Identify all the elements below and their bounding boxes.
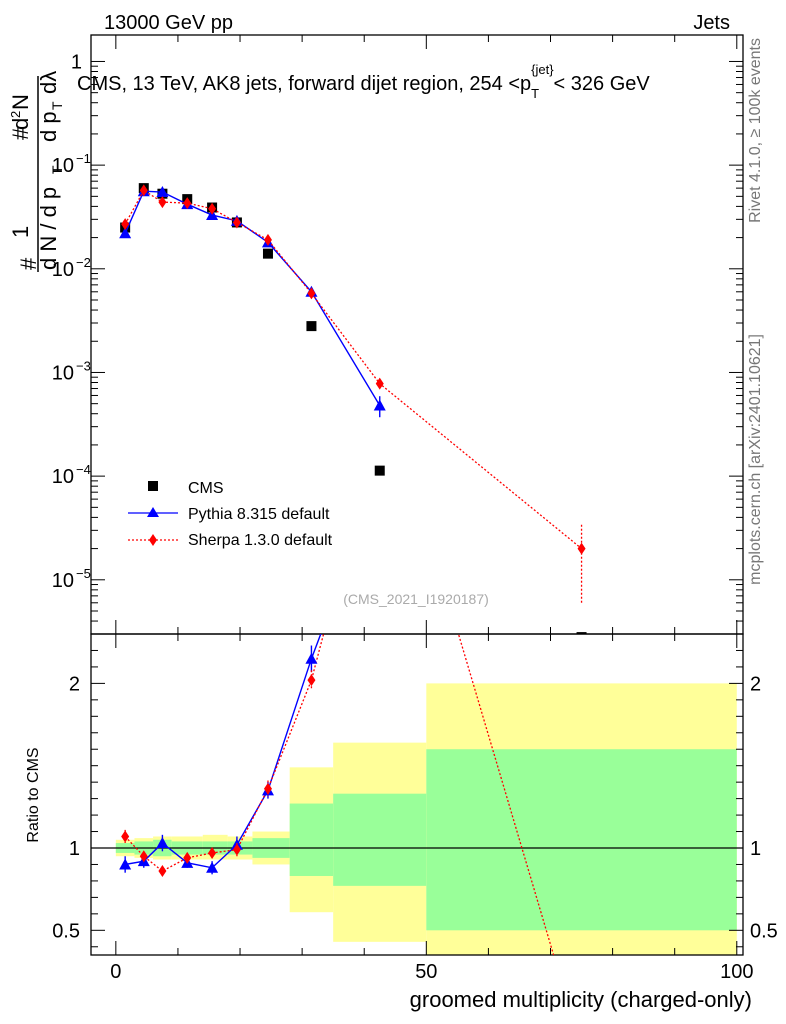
y-title-one: 1 [8, 226, 33, 238]
sherpa-ratio-point [263, 782, 272, 795]
pythia-ratio-point [206, 861, 219, 873]
cms-point [306, 321, 317, 332]
y-title-t2: T [49, 101, 65, 110]
legend-marker-pythia [147, 507, 159, 517]
plot-title-main: CMS, 13 TeV, AK8 jets, forward dijet reg… [77, 73, 531, 95]
x-tick-label: 50 [415, 961, 437, 983]
y-tick-label-main: 10 [52, 466, 74, 488]
sherpa-point [263, 233, 272, 246]
y-tick-label-ratio-right: 1 [750, 838, 761, 860]
sherpa-point [307, 287, 316, 300]
x-tick-label: 0 [110, 961, 121, 983]
y-tick-label-ratio: 1 [69, 838, 80, 860]
sherpa-ratio-point [121, 830, 130, 843]
y-tick-label-ratio-right: 2 [750, 673, 761, 695]
cms-point [576, 632, 587, 634]
sherpa-point [208, 202, 217, 215]
sherpa-point [121, 218, 130, 231]
y-tick-label-main: 1 [71, 51, 82, 73]
mcplots-label: mcplots.cern.ch [arXiv:2401.10621] [747, 334, 764, 585]
y-tick-label-exp: −1 [76, 151, 91, 166]
y-title-n: N [8, 94, 33, 110]
category-label: Jets [693, 12, 730, 34]
y-title-sq: 2 [8, 111, 23, 118]
y-tick-label-exp: −4 [76, 462, 91, 477]
pythia-point [119, 227, 132, 239]
ratio-series-group [119, 634, 555, 955]
pythia-point [156, 186, 169, 198]
y-tick-label-ratio-right: 0.5 [750, 920, 778, 942]
cms-point [374, 465, 385, 476]
sherpa-ratio-point [183, 851, 192, 864]
legend-marker-sherpa [149, 534, 157, 546]
plot-frames [90, 34, 744, 956]
energy-label: 13000 GeV pp [104, 12, 233, 34]
y-axis-title-ratio: Ratio to CMS [25, 747, 42, 842]
legend: CMS Pythia 8.315 default Sherpa 1.3.0 de… [128, 480, 333, 549]
y-title-t1: T [49, 165, 65, 174]
x-axis-title: groomed multiplicity (charged-only) [410, 987, 752, 1012]
sherpa-ratio-point [208, 846, 217, 859]
legend-label-cms: CMS [188, 480, 224, 497]
y-tick-label-ratio: 0.5 [52, 920, 80, 942]
y-tick-label-main: 10 [52, 570, 74, 592]
y-title-hash2: # [8, 127, 33, 140]
legend-label-sherpa: Sherpa 1.3.0 default [188, 532, 333, 549]
legend-label-pythia: Pythia 8.315 default [188, 506, 330, 523]
y-tick-label-main: 10 [52, 362, 74, 384]
y-title-dlambda: dλ [36, 71, 61, 94]
plot-title-sup: {jet} [531, 62, 554, 77]
sherpa-point [139, 184, 148, 197]
sherpa-ratio-point [139, 850, 148, 863]
y-title-dn: d N / d p [36, 187, 61, 270]
pythia-ratio-point [156, 837, 169, 849]
analysis-id: (CMS_2021_I1920187) [343, 591, 489, 607]
plot-title-tail: < 326 GeV [554, 73, 651, 95]
y-tick-label-main: 10 [52, 155, 74, 177]
sherpa-ratio-point [158, 865, 167, 878]
ratio-band-green [289, 803, 334, 876]
rivet-version-label: Rivet 4.1.0, ≥ 100k events [747, 38, 764, 223]
ratio-band-green [426, 749, 737, 931]
sherpa-ratio-point [232, 843, 241, 856]
ratio-band-green [333, 793, 427, 886]
y-tick-label-exp: −3 [76, 358, 91, 373]
sherpa-ratio-point [307, 674, 316, 687]
main-series-group [119, 183, 587, 634]
x-tick-label: 100 [720, 961, 753, 983]
y-title-dp: d p [36, 111, 61, 142]
y-tick-label-ratio: 2 [69, 673, 80, 695]
pythia-line [124, 190, 381, 406]
legend-marker-cms [148, 481, 158, 491]
y-title-hash: # [16, 257, 41, 270]
y-tick-label-exp: −5 [76, 566, 91, 581]
plot-title: CMS, 13 TeV, AK8 jets, forward dijet reg… [77, 62, 650, 101]
ratio-uncertainty-bands [91, 683, 743, 955]
y-title-d2n: d [8, 118, 33, 130]
sherpa-line [124, 189, 582, 550]
pythia-ratio-point [305, 652, 318, 664]
sherpa-point [375, 377, 384, 390]
sherpa-point [232, 216, 241, 229]
pythia-point [373, 399, 386, 411]
y-tick-label-main: 10 [52, 259, 74, 281]
data-series [119, 183, 587, 955]
plot-title-sub: T [531, 86, 539, 101]
pythia-ratio-point [119, 858, 132, 870]
sherpa-point [577, 542, 586, 555]
ratio-plot-frame [90, 633, 744, 956]
sherpa-point [183, 197, 192, 210]
sherpa-point [158, 196, 167, 209]
y-tick-label-exp: −2 [76, 255, 91, 270]
cms-point [262, 248, 273, 259]
y-axis-title-main: # 1 d N / d p T # d 2 N d p T dλ [8, 71, 65, 272]
